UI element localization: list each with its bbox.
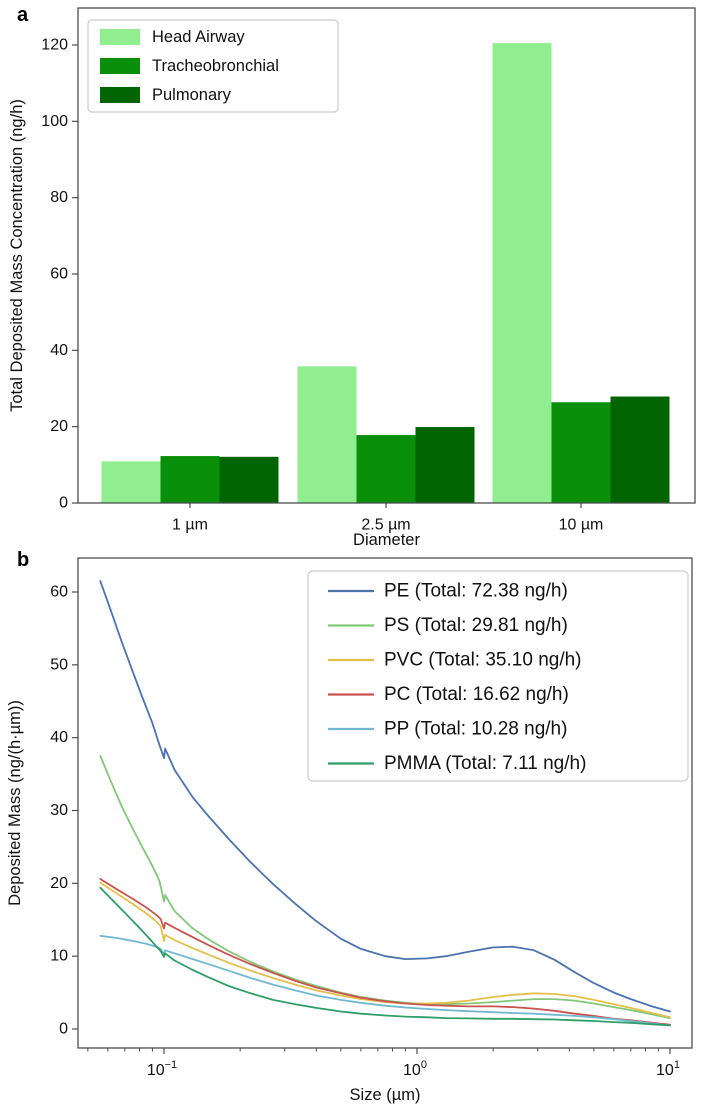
legend-box-a: [87, 19, 339, 113]
legend-label-PMMA: PMMA (Total: 7.11 ng/h): [384, 753, 586, 774]
y-tick-label-a: 60: [50, 266, 68, 283]
y-tick-label-a: 100: [41, 113, 68, 130]
bar-tracheobronchial-1-m: [160, 456, 220, 503]
y-tick-label-b: 20: [50, 875, 68, 892]
bar-head-airway-2-5-m: [297, 366, 357, 503]
legend-label-PE: PE (Total: 72.38 ng/h): [384, 581, 568, 602]
x-tick-label-a: 1 µm: [172, 517, 208, 534]
y-tick-label-a: 0: [59, 495, 68, 512]
bar-head-airway-10-m: [492, 43, 552, 503]
legend-label-head-airway: Head Airway: [152, 28, 245, 46]
line-PS: [99, 755, 671, 1019]
panel-a-label: a: [17, 4, 29, 26]
y-tick-label-a: 80: [50, 189, 68, 206]
line-PC: [99, 878, 671, 1026]
y-tick-label-a: 20: [50, 418, 68, 435]
line-PP: [99, 934, 671, 1027]
bar-pulmonary-2-5-m: [415, 427, 475, 503]
legend-swatch-head-airway: [100, 29, 140, 45]
legend-label-pulmonary: Pulmonary: [152, 86, 232, 104]
y-tick-label-b: 30: [50, 802, 68, 819]
x-tick-label-a: 10 µm: [559, 517, 604, 534]
line-PVC: [99, 881, 671, 1019]
bar-pulmonary-10-m: [610, 396, 670, 503]
x-tick-label-b: 100: [403, 1059, 427, 1079]
y-tick-label-b: 0: [59, 1021, 68, 1038]
y-axis-label-a: Total Deposited Mass Concentration (ng/h…: [8, 99, 26, 412]
y-tick-label-a: 40: [50, 342, 68, 359]
line-PMMA: [99, 886, 671, 1027]
legend-label-PVC: PVC (Total: 35.10 ng/h): [384, 650, 582, 671]
bar-tracheobronchial-10-m: [551, 402, 611, 503]
legend-label-tracheobronchial: Tracheobronchial: [152, 57, 279, 75]
x-axis-label-a: Diameter: [353, 531, 420, 549]
bar-pulmonary-1-m: [219, 456, 279, 503]
legend-swatch-pulmonary: [100, 87, 140, 103]
x-tick-label-b: 10−1: [147, 1059, 177, 1079]
legend-swatch-tracheobronchial: [100, 58, 140, 74]
y-tick-label-b: 60: [50, 584, 68, 601]
bar-head-airway-1-m: [101, 461, 161, 503]
legend-label-PS: PS (Total: 29.81 ng/h): [384, 615, 568, 636]
legend-box-b: [307, 570, 689, 782]
y-tick-label-b: 10: [50, 948, 68, 965]
bar-tracheobronchial-2-5-m: [356, 435, 416, 503]
legend-label-PP: PP (Total: 10.28 ng/h): [384, 719, 567, 740]
panel-b-label: b: [17, 549, 30, 571]
y-tick-label-b: 40: [50, 729, 68, 746]
y-tick-label-a: 120: [41, 37, 68, 54]
plot-border-b: [77, 557, 693, 1049]
legend-label-PC: PC (Total: 16.62 ng/h): [384, 684, 569, 705]
x-tick-label-b: 101: [656, 1059, 680, 1079]
line-PE: [99, 580, 671, 1013]
x-axis-label-b: Size (µm): [350, 1086, 421, 1104]
y-tick-label-b: 50: [50, 656, 68, 673]
x-tick-label-a: 2.5 µm: [361, 517, 410, 534]
y-axis-label-b: Deposited Mass (ng/(h·µm)): [6, 700, 24, 906]
